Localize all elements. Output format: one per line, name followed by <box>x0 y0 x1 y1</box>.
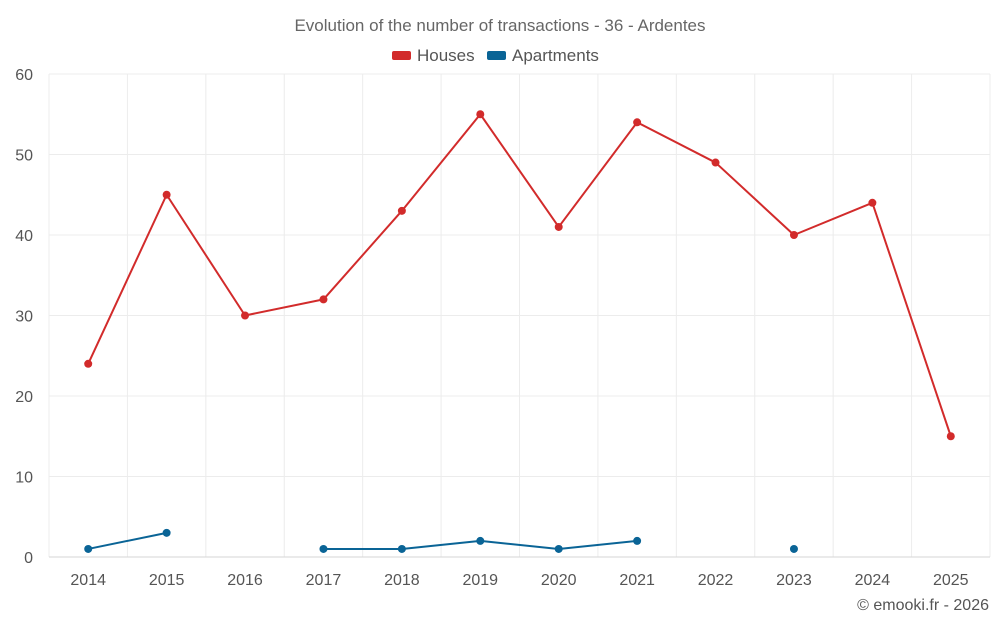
x-tick-label: 2022 <box>698 572 734 589</box>
legend-item-apartments[interactable]: Apartments <box>487 46 599 65</box>
legend-item-houses[interactable]: Houses <box>392 46 475 65</box>
data-point[interactable] <box>789 231 798 239</box>
series-line <box>88 531 167 550</box>
chart-title: Evolution of the number of transactions … <box>294 16 705 35</box>
legend: Houses Apartments <box>392 46 599 65</box>
data-point[interactable] <box>397 206 406 215</box>
data-point[interactable] <box>84 359 93 368</box>
grid <box>48 73 991 558</box>
x-tick-label: 2020 <box>541 572 577 589</box>
x-tick-label: 2018 <box>384 572 420 589</box>
data-point[interactable] <box>476 536 485 545</box>
data-point[interactable] <box>84 544 93 553</box>
legend-label: Apartments <box>512 46 599 65</box>
data-point[interactable] <box>633 536 642 545</box>
series-layer <box>84 110 955 553</box>
y-tick-label: 10 <box>15 470 33 487</box>
y-tick-label: 50 <box>15 148 33 165</box>
data-point[interactable] <box>868 198 877 207</box>
data-point[interactable] <box>633 118 642 127</box>
series-houses <box>84 110 955 441</box>
x-tick-label: 2025 <box>933 572 969 589</box>
x-tick-label: 2024 <box>855 572 891 589</box>
x-tick-label: 2015 <box>149 572 185 589</box>
x-tick-label: 2017 <box>306 572 342 589</box>
x-tick-label: 2019 <box>462 572 498 589</box>
data-point[interactable] <box>162 190 171 199</box>
data-point[interactable] <box>554 544 563 553</box>
data-point[interactable] <box>319 295 328 304</box>
x-axis: 2014 2015 2016 2017 2018 2019 2020 2021 2022 2023… <box>70 572 968 589</box>
data-point[interactable] <box>476 110 485 119</box>
y-tick-label: 20 <box>15 389 33 406</box>
y-axis: 0 10 20 30 40 50 60 <box>15 67 33 567</box>
y-tick-label: 60 <box>15 67 33 84</box>
x-tick-label: 2016 <box>227 572 263 589</box>
data-point[interactable] <box>241 311 250 320</box>
credit-text: © emooki.fr - 2026 <box>857 597 989 614</box>
x-tick-label: 2021 <box>619 572 655 589</box>
data-point[interactable] <box>319 544 328 553</box>
data-point[interactable] <box>397 544 406 553</box>
x-tick-label: 2014 <box>70 572 106 589</box>
data-point[interactable] <box>554 222 563 231</box>
data-point[interactable] <box>946 432 955 441</box>
series-apartments <box>84 528 798 553</box>
data-point[interactable] <box>789 544 798 553</box>
y-tick-label: 40 <box>15 228 33 245</box>
legend-label: Houses <box>417 46 475 65</box>
legend-swatch <box>487 51 506 60</box>
data-point[interactable] <box>162 528 171 537</box>
data-point[interactable] <box>711 158 720 167</box>
y-tick-label: 0 <box>24 550 33 567</box>
legend-swatch <box>392 51 411 60</box>
y-tick-label: 30 <box>15 309 33 326</box>
series-line <box>87 113 952 437</box>
x-tick-label: 2023 <box>776 572 812 589</box>
